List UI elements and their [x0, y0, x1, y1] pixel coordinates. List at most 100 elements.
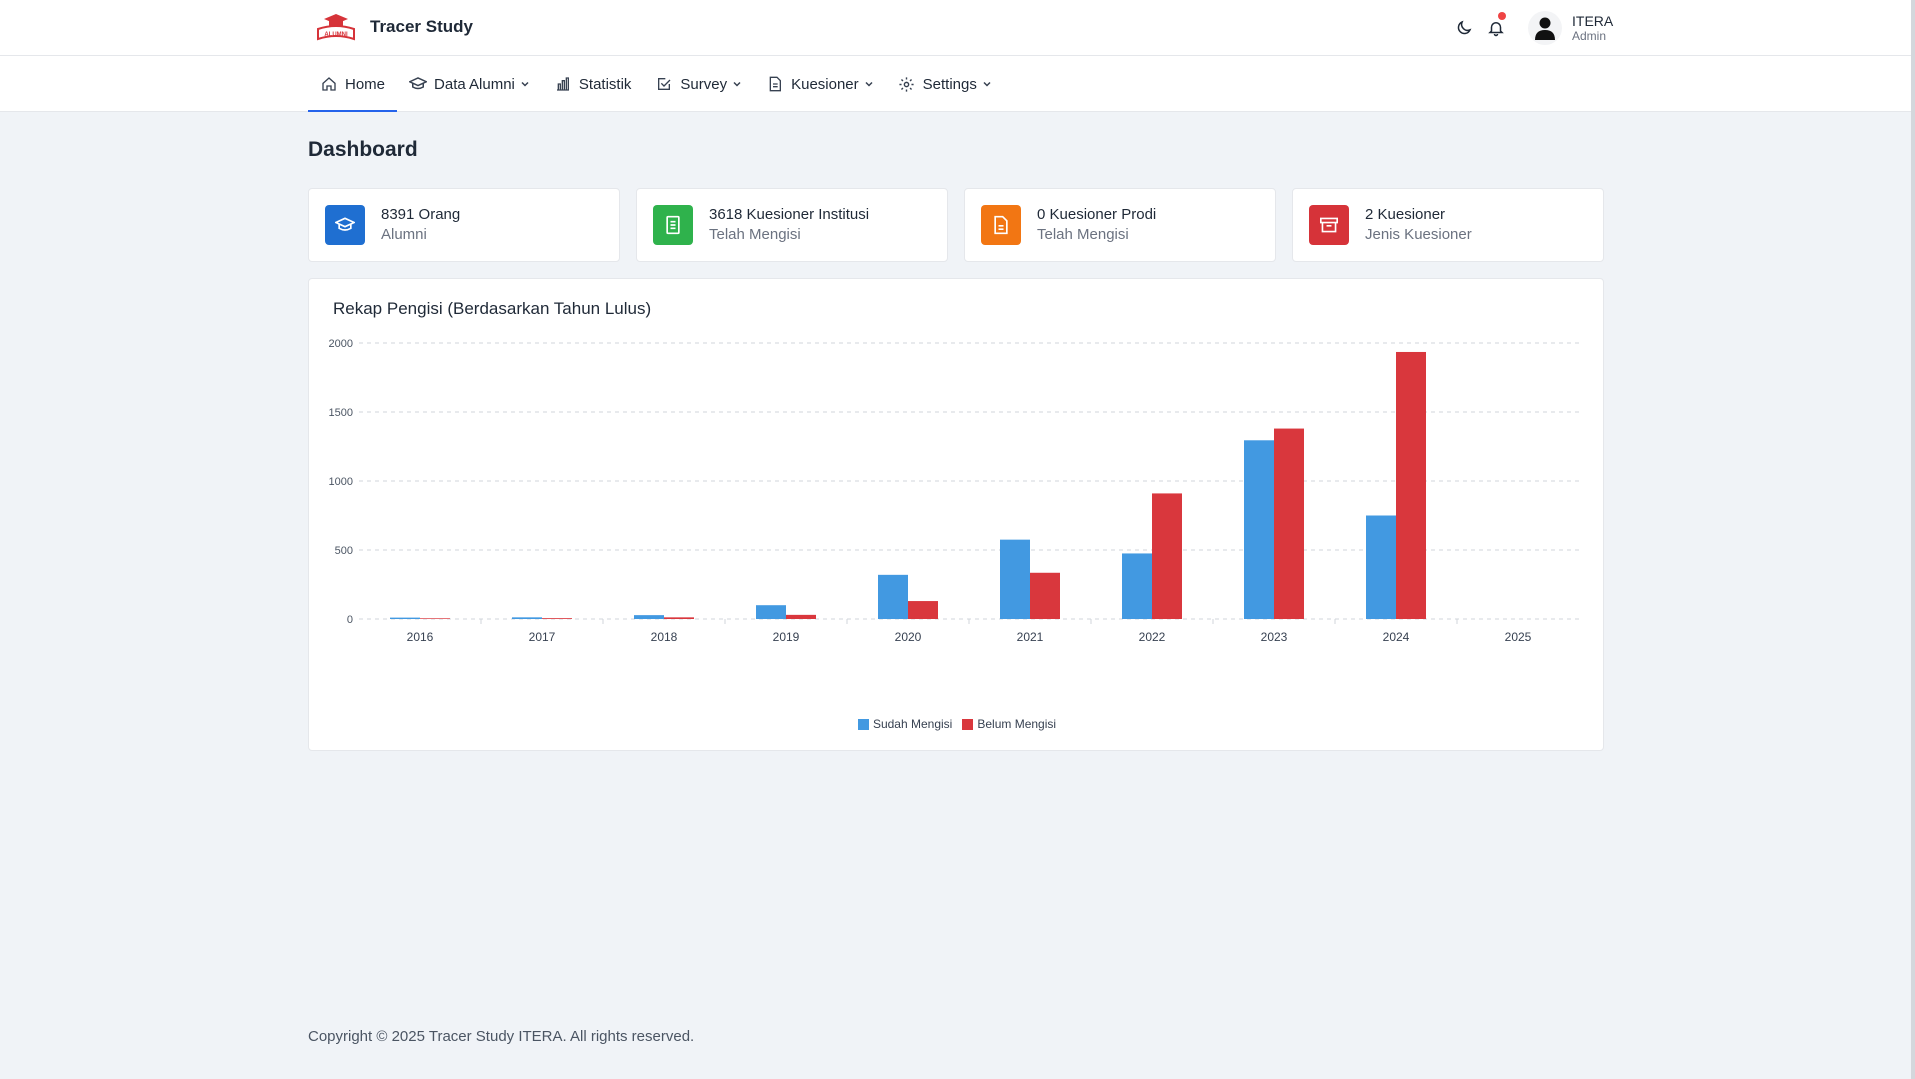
- y-tick-label: 0: [347, 614, 353, 626]
- chart-title: Rekap Pengisi (Berdasarkan Tahun Lulus): [333, 299, 652, 318]
- y-tick-label: 2000: [329, 338, 353, 350]
- y-tick-label: 1500: [329, 407, 353, 419]
- graduation-cap-icon: [409, 75, 428, 93]
- gear-icon: [898, 75, 916, 93]
- x-tick-label: 2017: [529, 630, 556, 644]
- chart-legend: Sudah Mengisi Belum Mengisi: [309, 717, 1605, 731]
- bar-sudah-2023: [1244, 440, 1274, 619]
- checkbox-icon: [655, 75, 673, 93]
- legend-item-sudah[interactable]: Sudah Mengisi: [857, 717, 953, 731]
- x-tick-label: 2021: [1017, 630, 1044, 644]
- chart-card: 0 500 1000 1500 2000 2016 2017 2018 2019 2020 2021…: [308, 278, 1604, 751]
- bar-belum-2020: [908, 601, 938, 619]
- stat-value: 0 Kuesioner Prodi: [1037, 206, 1157, 223]
- user-role: Admin: [1572, 28, 1607, 43]
- nav-statistik[interactable]: Statistik: [542, 56, 644, 112]
- bar-sudah-2024: [1366, 515, 1396, 619]
- x-tick-label: 2022: [1139, 630, 1166, 644]
- stat-label: Telah Mengisi: [1037, 226, 1129, 243]
- bar-belum-2019: [786, 614, 816, 619]
- nav-home[interactable]: Home: [308, 56, 398, 112]
- x-tick-label: 2023: [1261, 630, 1288, 644]
- chevron-down-icon: [983, 81, 991, 87]
- bar-sudah-2021: [1000, 539, 1030, 619]
- chevron-down-icon: [521, 81, 529, 87]
- brand[interactable]: ALUMNI Tracer Study: [314, 11, 473, 43]
- nav-label: Kuesioner: [791, 75, 859, 93]
- chevron-down-icon: [733, 81, 741, 87]
- x-tick-label: 2018: [651, 630, 678, 644]
- stat-value: 8391 Orang: [381, 206, 461, 223]
- legend-item-belum[interactable]: Belum Mengisi: [962, 717, 1056, 731]
- x-tick-label: 2019: [773, 630, 800, 644]
- theme-toggle-button[interactable]: [1448, 10, 1480, 46]
- bar-belum-2017: [542, 618, 572, 619]
- stat-value: 3618 Kuesioner Institusi: [709, 206, 870, 223]
- avatar: [1528, 11, 1562, 45]
- plot-area: 0 500 1000 1500 2000 2016 2017 2018 2019 2020 2021…: [329, 338, 1579, 644]
- nav-settings[interactable]: Settings: [886, 56, 1004, 112]
- page-title: Dashboard: [308, 138, 418, 161]
- header-actions: ITERA Admin: [1448, 10, 1613, 46]
- user-menu[interactable]: ITERA Admin: [1528, 11, 1613, 45]
- user-icon: [1535, 17, 1555, 40]
- document-icon: [766, 75, 784, 93]
- notification-badge: [1498, 12, 1506, 20]
- moon-icon: [1457, 20, 1472, 35]
- nav-label: Statistik: [578, 75, 632, 93]
- stat-card-jenis-kuesioner: 2 Kuesioner Jenis Kuesioner: [1292, 188, 1604, 262]
- bar-chart: 0 500 1000 1500 2000 2016 2017 2018 2019 2020 2021…: [329, 338, 1579, 644]
- bar-belum-2022: [1152, 493, 1182, 619]
- chevron-down-icon: [865, 81, 873, 87]
- bar-belum-2018: [664, 617, 694, 619]
- alumni-logo-icon: ALUMNI: [317, 14, 355, 41]
- archive-icon: [1309, 205, 1349, 245]
- bar-belum-2023: [1274, 428, 1304, 619]
- svg-text:ALUMNI: ALUMNI: [324, 32, 348, 38]
- home-icon: [320, 75, 338, 93]
- user-name: ITERA: [1572, 12, 1614, 29]
- legend-swatch: [857, 718, 869, 730]
- notifications-button[interactable]: [1480, 10, 1512, 46]
- bar-sudah-2020: [878, 574, 908, 619]
- nav-kuesioner[interactable]: Kuesioner: [754, 56, 886, 112]
- stat-label: Alumni: [381, 226, 427, 243]
- scrollbar[interactable]: [1911, 0, 1915, 1079]
- x-tick-label: 2024: [1383, 630, 1410, 644]
- graduation-cap-icon: [325, 205, 365, 245]
- stat-value: 2 Kuesioner: [1365, 206, 1446, 223]
- legend-label: Belum Mengisi: [977, 717, 1057, 731]
- nav-label: Data Alumni: [434, 75, 515, 93]
- bar-sudah-2022: [1122, 553, 1152, 619]
- nav-data-alumni[interactable]: Data Alumni: [397, 56, 542, 112]
- app-title: Tracer Study: [370, 17, 473, 36]
- stat-label: Jenis Kuesioner: [1365, 226, 1472, 243]
- footer-copyright: Copyright © 2025 Tracer Study ITERA. All…: [308, 1028, 695, 1045]
- stat-card-alumni: 8391 Orang Alumni: [308, 188, 620, 262]
- bar-belum-2024: [1396, 351, 1426, 619]
- y-tick-label: 1000: [329, 476, 353, 488]
- bar-sudah-2019: [756, 605, 786, 619]
- legend-label: Sudah Mengisi: [872, 717, 953, 731]
- x-tick-label: 2025: [1505, 630, 1532, 644]
- legend-swatch: [962, 718, 974, 730]
- nav-label: Settings: [922, 75, 977, 93]
- y-tick-label: 500: [335, 545, 353, 557]
- stat-card-kuesioner-institusi: 3618 Kuesioner Institusi Telah Mengisi: [636, 188, 948, 262]
- stat-cards: 8391 Orang Alumni 3618 Kuesioner Institu…: [308, 188, 1604, 262]
- bar-sudah-2017: [512, 617, 542, 619]
- document-icon: [981, 205, 1021, 245]
- bar-chart-icon: [554, 75, 572, 93]
- x-tick-label: 2020: [895, 630, 922, 644]
- stat-label: Telah Mengisi: [709, 226, 801, 243]
- bar-sudah-2018: [634, 615, 664, 619]
- x-tick-label: 2016: [407, 630, 434, 644]
- bar-belum-2016: [420, 618, 450, 619]
- top-header: ALUMNI Tracer Study ITERA Admin: [0, 0, 1915, 56]
- bar-sudah-2016: [390, 617, 420, 619]
- document-list-icon: [653, 205, 693, 245]
- main-nav: Home Data Alumni Statistik Survey: [0, 56, 1915, 112]
- bell-icon: [1488, 22, 1504, 37]
- nav-survey[interactable]: Survey: [643, 56, 754, 112]
